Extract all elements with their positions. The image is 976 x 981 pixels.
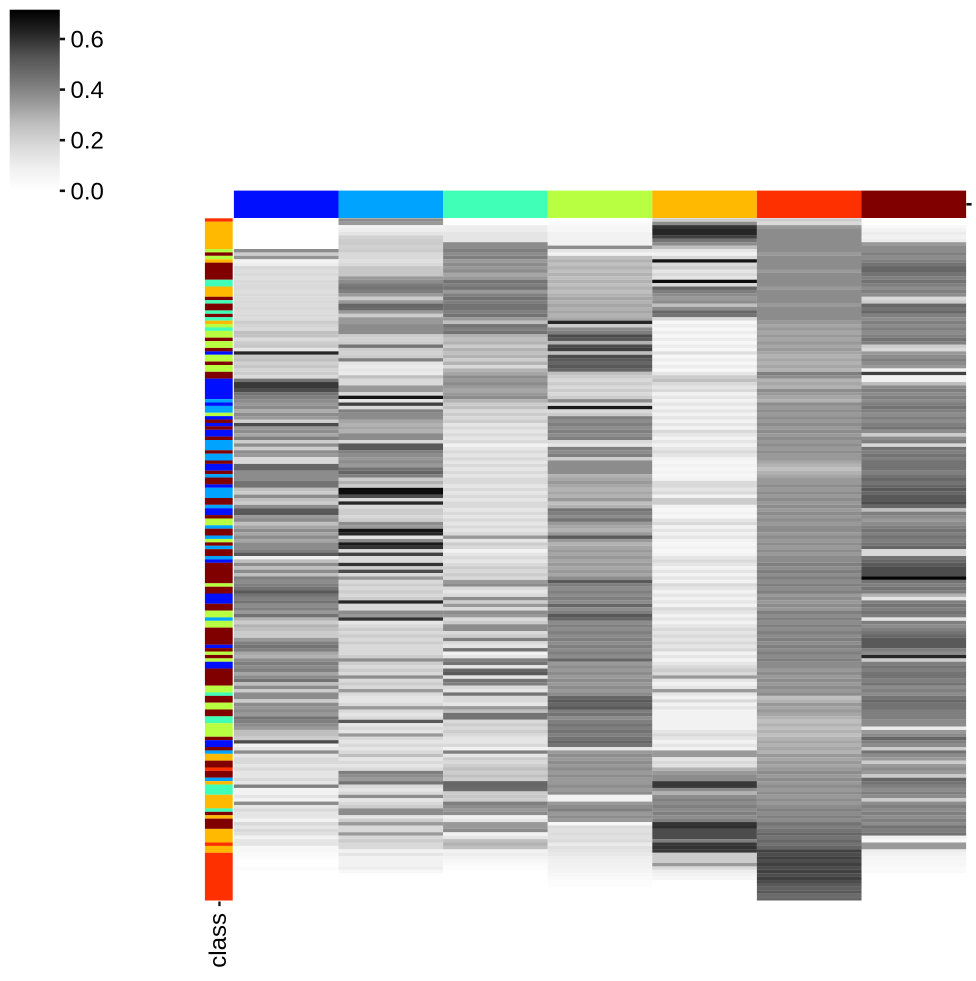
- svg-text:0.0: 0.0: [71, 178, 104, 205]
- svg-text:0.6: 0.6: [71, 27, 104, 54]
- svg-text:0.4: 0.4: [71, 77, 104, 104]
- svg-text:0.2: 0.2: [71, 128, 104, 155]
- svg-text:class: class: [205, 913, 232, 968]
